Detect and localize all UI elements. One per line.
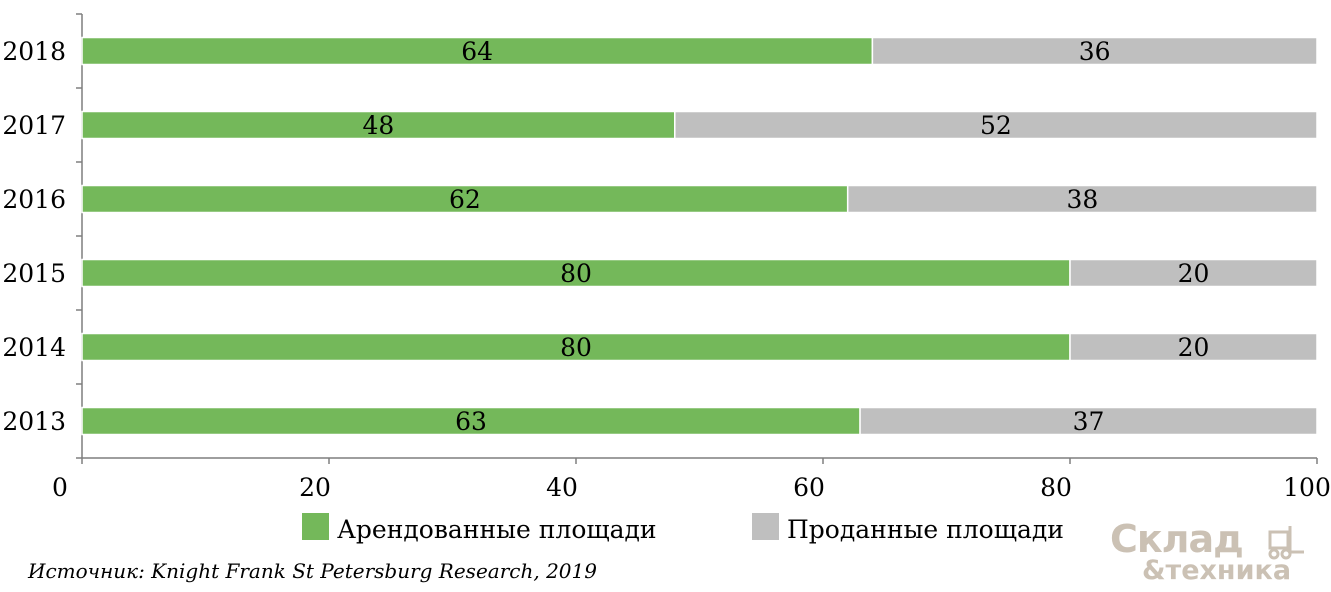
legend: Арендованные площади Проданные площади (302, 513, 1064, 544)
x-tick-label-60: 60 (793, 473, 825, 502)
data-label-sold-2014: 20 (1178, 333, 1210, 362)
watermark-line1: Склад (1110, 517, 1243, 561)
legend-label-sold: Проданные площади (787, 515, 1064, 544)
x-tick-label-100: 100 (1283, 473, 1331, 502)
bar-sold-2013 (859, 406, 1318, 436)
bar-sold-2014 (1069, 332, 1318, 362)
bar-sold-2015 (1069, 258, 1318, 288)
data-label-sold-2013: 37 (1073, 407, 1105, 436)
data-label-sold-2015: 20 (1178, 259, 1210, 288)
bar-sold-2018 (871, 36, 1318, 66)
bar-rented-2017 (81, 110, 676, 140)
bar-rented-2016 (81, 184, 849, 214)
bar-rented-2014 (81, 332, 1071, 362)
y-tick-labels: 2018 2017 2016 2015 2014 2013 (2, 37, 66, 436)
x-tick-label-40: 40 (546, 473, 578, 502)
data-label-sold-2018: 36 (1079, 37, 1111, 66)
data-label-rented-2018: 64 (461, 37, 493, 66)
data-label-rented-2014: 80 (560, 333, 592, 362)
watermark-logo: Склад &техника (1110, 517, 1304, 586)
bar-rented-2018 (81, 36, 874, 66)
legend-swatch-sold (752, 513, 779, 540)
source-note: Источник: Knight Frank St Petersburg Res… (27, 559, 597, 583)
data-label-rented-2013: 63 (455, 407, 487, 436)
forklift-icon (1268, 526, 1304, 560)
y-tick-label-2017: 2017 (2, 111, 66, 140)
data-label-rented-2016: 62 (449, 185, 481, 214)
axes (76, 13, 1318, 464)
bar-sold-2016 (846, 184, 1318, 214)
x-tick-label-80: 80 (1040, 473, 1072, 502)
y-tick-label-2013: 2013 (2, 407, 66, 436)
bar-rented-2015 (81, 258, 1071, 288)
y-tick-label-2016: 2016 (2, 185, 66, 214)
bar-rented-2013 (81, 406, 861, 436)
data-label-rented-2015: 80 (560, 259, 592, 288)
watermark-line2: &техника (1142, 555, 1291, 586)
x-tick-labels: 0 20 40 60 80 100 (52, 473, 1331, 502)
x-tick-label-0: 0 (52, 473, 68, 502)
data-label-sold-2016: 38 (1066, 185, 1098, 214)
legend-label-rented: Арендованные площади (337, 515, 657, 544)
x-tick-label-20: 20 (299, 473, 331, 502)
y-tick-label-2015: 2015 (2, 259, 66, 288)
data-label-sold-2017: 52 (980, 111, 1012, 140)
data-label-rented-2017: 48 (362, 111, 394, 140)
y-tick-label-2018: 2018 (2, 37, 66, 66)
bars: 64 36 48 52 62 38 80 20 80 20 63 37 (81, 36, 1318, 436)
bar-sold-2017 (674, 110, 1318, 140)
legend-swatch-rented (302, 513, 329, 540)
y-tick-label-2014: 2014 (2, 333, 66, 362)
